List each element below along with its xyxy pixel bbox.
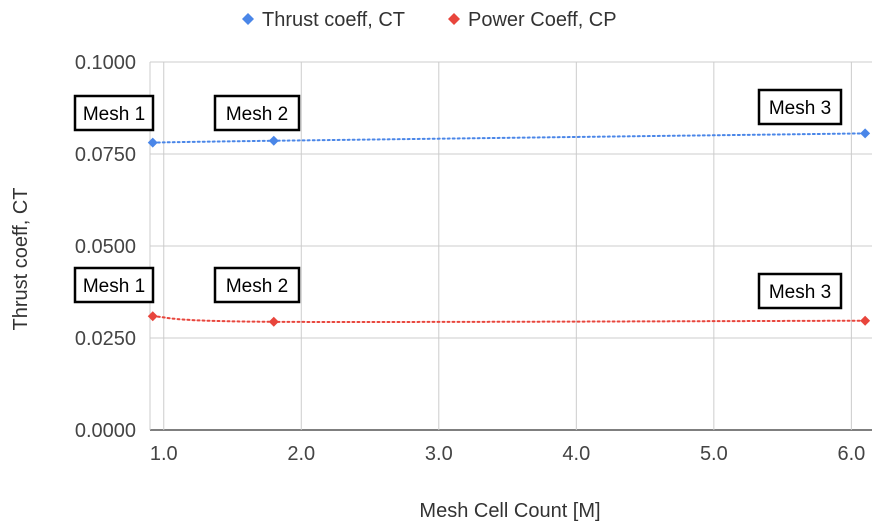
x-tick-label: 2.0 bbox=[287, 443, 315, 465]
x-tick-label: 5.0 bbox=[700, 443, 728, 465]
x-tick-label: 6.0 bbox=[837, 443, 865, 465]
annotation-box: Mesh 3 bbox=[757, 88, 843, 126]
annotation-border bbox=[73, 94, 155, 132]
annotation-label: Mesh 1 bbox=[83, 104, 145, 125]
power-point bbox=[860, 315, 871, 326]
annotation-label: Mesh 2 bbox=[226, 276, 288, 297]
power-point bbox=[268, 316, 279, 327]
y-tick-label: 0.0500 bbox=[75, 236, 136, 258]
legend-item-power: Power Coeff, CP bbox=[448, 9, 617, 31]
annotation-border bbox=[213, 94, 301, 132]
annotation-border bbox=[757, 272, 843, 310]
annotation-label: Mesh 1 bbox=[83, 276, 145, 297]
y-axis-title: Thrust coeff, CT bbox=[10, 187, 32, 330]
y-tick-label: 0.1000 bbox=[75, 52, 136, 74]
annotation-label: Mesh 3 bbox=[769, 98, 831, 119]
legend-item-thrust: Thrust coeff, CT bbox=[242, 9, 405, 31]
thrust-point bbox=[860, 128, 871, 139]
y-tick-label: 0.0750 bbox=[75, 144, 136, 166]
x-tick-label: 4.0 bbox=[562, 443, 590, 465]
annotation-box: Mesh 2 bbox=[213, 94, 301, 132]
x-tick-label: 1.0 bbox=[150, 443, 178, 465]
legend: Thrust coeff, CT Power Coeff, CP bbox=[242, 9, 617, 31]
thrust-point bbox=[268, 135, 279, 146]
legend-label: Thrust coeff, CT bbox=[262, 9, 405, 31]
annotation-label: Mesh 2 bbox=[226, 104, 288, 125]
y-tick-label: 0.0250 bbox=[75, 328, 136, 350]
annotation-border bbox=[213, 266, 301, 304]
axes: 0.0000 0.0250 0.0500 0.0750 0.1000 1.0 2.0 3.0 4… bbox=[75, 52, 865, 465]
power-point bbox=[147, 311, 158, 322]
legend-marker bbox=[448, 13, 460, 25]
annotation-label: Mesh 3 bbox=[769, 282, 831, 303]
series-line-power bbox=[151, 315, 867, 323]
series-line-thrust bbox=[151, 132, 867, 144]
y-tick-label: 0.0000 bbox=[75, 420, 136, 442]
x-tick-label: 3.0 bbox=[425, 443, 453, 465]
legend-marker bbox=[242, 13, 254, 25]
annotation-box: Mesh 2 bbox=[213, 266, 301, 304]
annotation-border bbox=[73, 266, 155, 304]
thrust-point bbox=[147, 137, 158, 148]
plot-area bbox=[147, 128, 871, 327]
annotations: Mesh 1 Mesh 2 Mesh 3 Mesh 1 Mesh 2 Mesh 3 bbox=[73, 88, 843, 310]
annotation-box: Mesh 1 bbox=[73, 94, 155, 132]
annotation-box: Mesh 3 bbox=[757, 272, 843, 310]
legend-label: Power Coeff, CP bbox=[468, 9, 617, 31]
annotation-border bbox=[757, 88, 843, 126]
annotation-box: Mesh 1 bbox=[73, 266, 155, 304]
x-axis-title: Mesh Cell Count [M] bbox=[419, 500, 600, 522]
